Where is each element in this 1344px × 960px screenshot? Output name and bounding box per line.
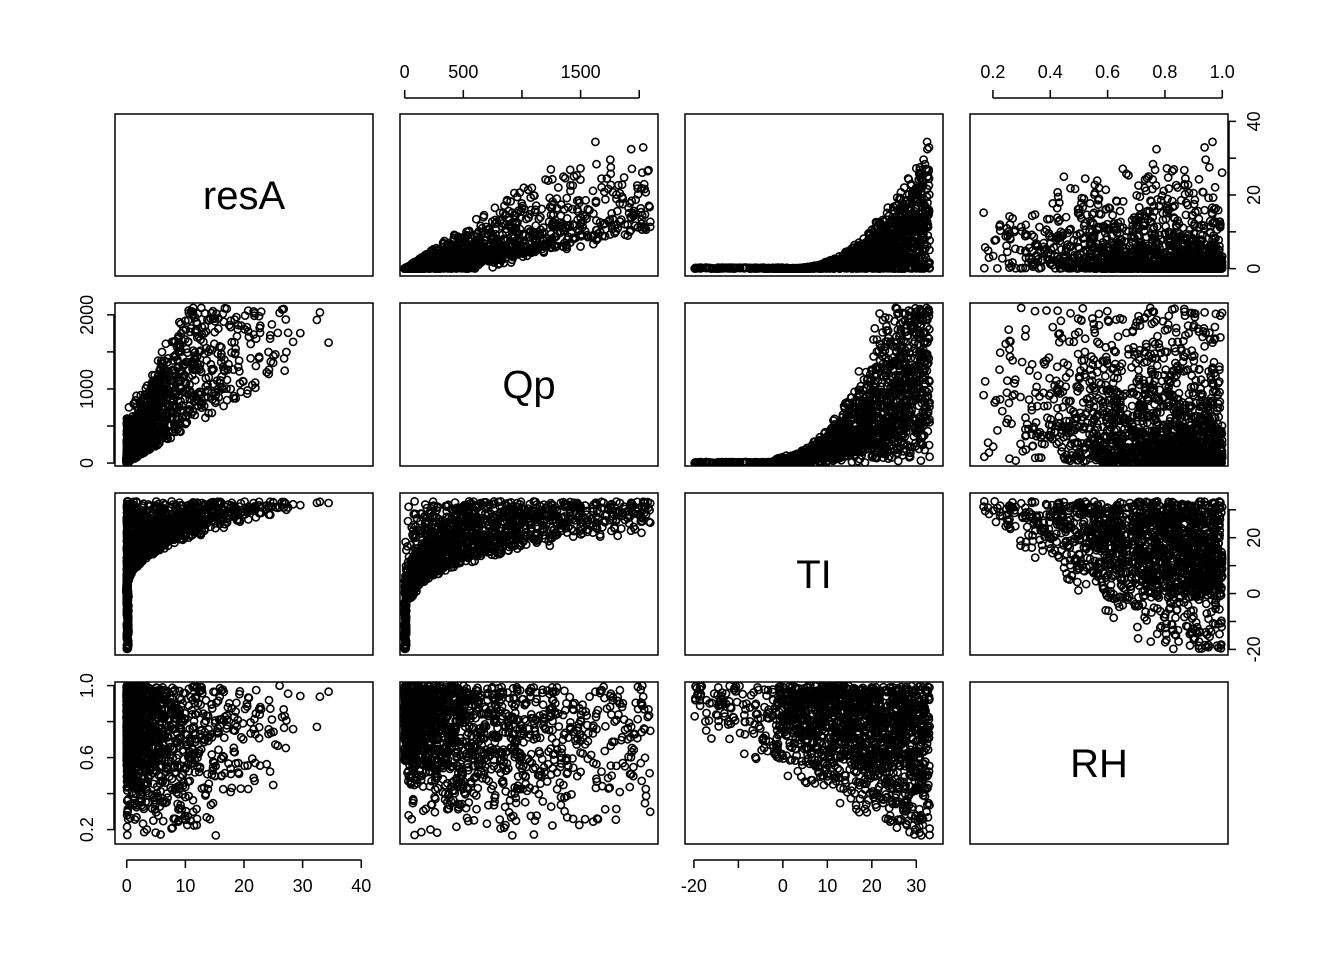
data-point <box>577 243 584 250</box>
data-point <box>567 166 574 173</box>
data-point <box>537 214 544 221</box>
data-point <box>628 146 635 153</box>
data-point <box>607 156 614 163</box>
panel-resA-vs-TI <box>691 138 933 272</box>
data-point <box>592 138 599 145</box>
points-layer <box>123 138 1226 839</box>
data-point <box>491 204 498 211</box>
data-point <box>547 166 554 173</box>
data-point <box>563 195 570 202</box>
data-point <box>562 175 569 182</box>
data-point <box>577 165 584 172</box>
data-point <box>473 216 480 223</box>
data-point <box>589 187 596 194</box>
data-point <box>640 144 647 151</box>
data-point <box>602 196 609 203</box>
panel-resA-vs-Qp <box>401 138 654 272</box>
data-point <box>555 184 562 191</box>
data-point <box>628 165 635 172</box>
data-point <box>593 161 600 168</box>
data-point <box>621 174 628 181</box>
